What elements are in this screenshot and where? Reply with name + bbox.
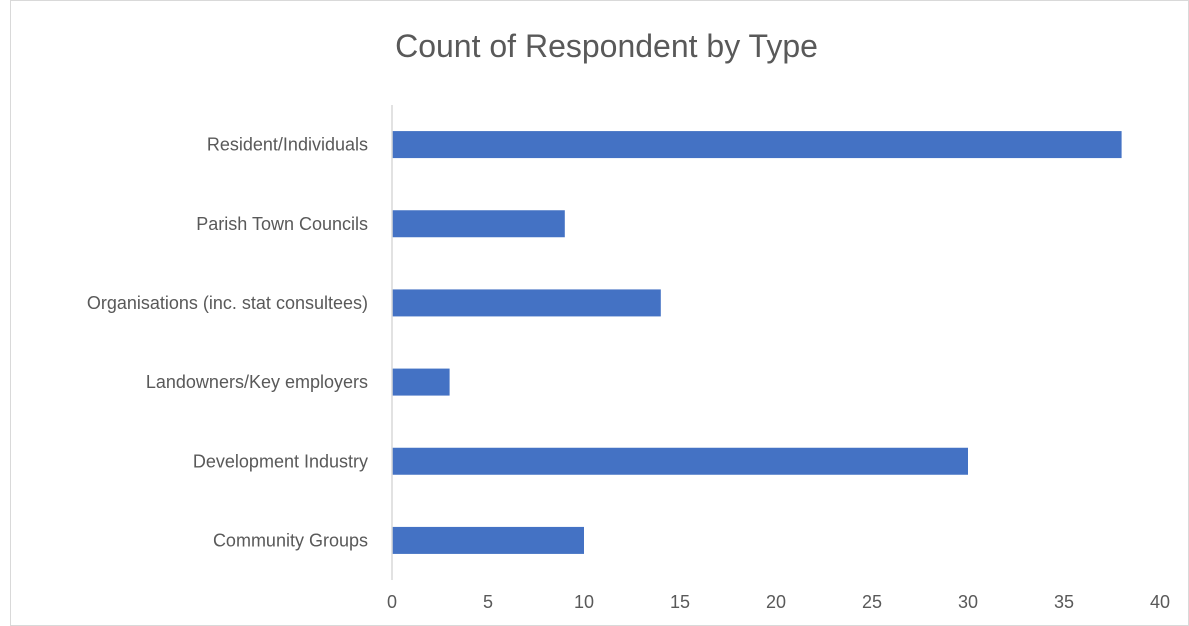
bar-0: [392, 131, 1122, 159]
category-label-1: Parish Town Councils: [196, 214, 368, 234]
category-label-4: Development Industry: [193, 451, 368, 471]
x-tick-label-8: 40: [1150, 592, 1170, 612]
bar-3: [392, 368, 450, 396]
bar-5: [392, 526, 584, 554]
category-label-3: Landowners/Key employers: [146, 372, 368, 392]
x-tick-label-0: 0: [387, 592, 397, 612]
x-tick-label-1: 5: [483, 592, 493, 612]
category-label-0: Resident/Individuals: [207, 135, 368, 155]
x-tick-label-5: 25: [862, 592, 882, 612]
bar-2: [392, 289, 661, 317]
x-tick-labels: 0 5 10 15 20 25 30 35 40: [387, 592, 1170, 612]
bar-4: [392, 447, 968, 475]
category-label-5: Community Groups: [213, 530, 368, 550]
category-labels: Resident/Individuals Parish Town Councils…: [87, 135, 368, 551]
x-tick-label-4: 20: [766, 592, 786, 612]
chart-title: Count of Respondent by Type: [395, 28, 818, 64]
x-tick-label-2: 10: [574, 592, 594, 612]
category-label-2: Organisations (inc. stat consultees): [87, 293, 368, 313]
bars: [392, 131, 1122, 554]
x-tick-label-7: 35: [1054, 592, 1074, 612]
x-tick-label-6: 30: [958, 592, 978, 612]
bar-1: [392, 210, 565, 238]
x-tick-label-3: 15: [670, 592, 690, 612]
